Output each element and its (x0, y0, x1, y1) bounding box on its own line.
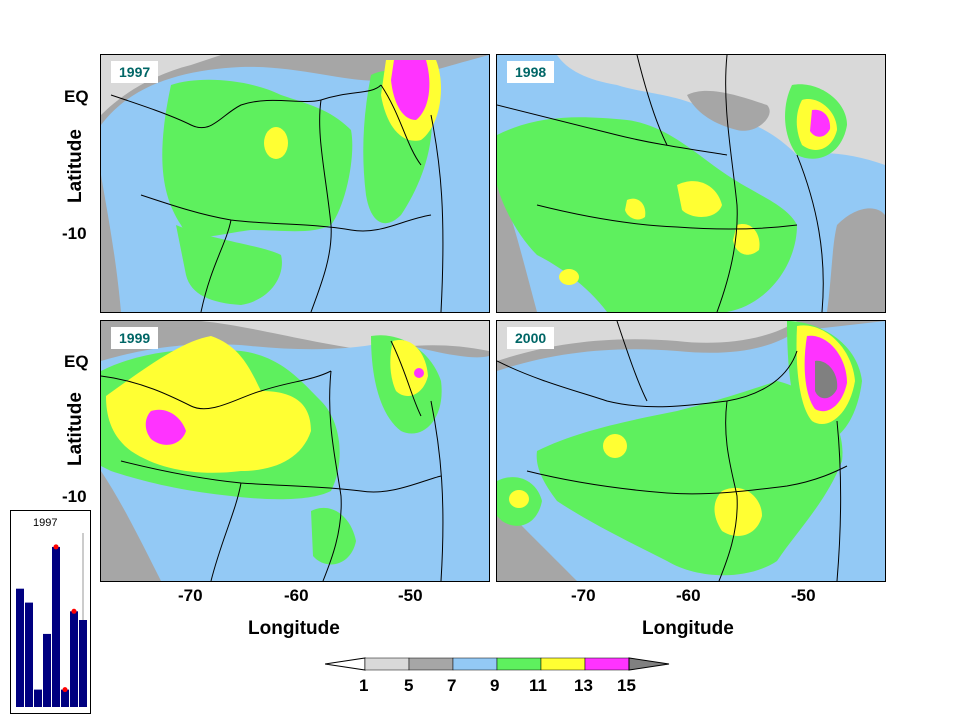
lat-tick-minus10-bottom: -10 (62, 487, 87, 506)
lat-tick-minus10-top: -10 (62, 224, 87, 243)
panel-year-label: 1997 (111, 61, 159, 83)
lon-tick-50-left: -50 (398, 586, 423, 605)
map-panel-1997: 1997 (100, 54, 490, 313)
inset-bar (16, 588, 24, 707)
colorbar-segment (540, 657, 586, 671)
inset-marker (71, 608, 77, 614)
inset-bar (61, 689, 69, 707)
colorbar-segment (452, 657, 498, 671)
panel-year-label: 1999 (111, 327, 159, 349)
map-2000 (497, 321, 885, 581)
map-1999 (101, 321, 489, 581)
inset-year-label: 1997 (33, 517, 58, 529)
map-1997 (101, 55, 489, 312)
colorbar-segment (408, 657, 454, 671)
colorbar-segment (584, 657, 630, 671)
panel-year-label: 2000 (507, 327, 555, 349)
inset-bar (43, 633, 51, 707)
lon-tick-70-right: -70 (571, 586, 596, 605)
inset-bar (25, 602, 33, 707)
panel-year-label: 1998 (507, 61, 555, 83)
colorbar-segment (364, 657, 410, 671)
colorbar-right-arrow (628, 657, 670, 671)
lon-axis-title-right: Longitude (642, 618, 734, 639)
inset-bar (34, 689, 42, 707)
inset-marker (53, 544, 59, 550)
inset-bar-chart: 1997 (10, 510, 91, 714)
map-panel-2000: 2000 (496, 320, 886, 582)
map-1998 (497, 55, 885, 312)
map-panel-1998: 1998 (496, 54, 886, 313)
lon-tick-60-right: -60 (676, 586, 701, 605)
lon-tick-70-left: -70 (178, 586, 203, 605)
map-panel-1999: 1999 (100, 320, 490, 582)
colorbar-left-arrow (325, 657, 366, 671)
inset-bars (16, 533, 87, 707)
inset-bar (79, 620, 87, 707)
colorbar-label-9: 9 (490, 676, 500, 695)
lat-tick-eq-bottom: EQ (64, 352, 89, 371)
lat-axis-title-bottom: Latitude (65, 392, 86, 466)
lat-axis-title-top: Latitude (65, 129, 86, 203)
colorbar-label-11: 11 (529, 676, 547, 695)
lon-axis-title-left: Longitude (248, 618, 340, 639)
lon-tick-50-right: -50 (791, 586, 816, 605)
lon-tick-60-left: -60 (284, 586, 309, 605)
colorbar (325, 657, 670, 671)
colorbar-label-13: 13 (574, 676, 593, 695)
lat-tick-eq-top: EQ (64, 87, 89, 106)
inset-marker (62, 687, 68, 693)
inset-bar (52, 546, 60, 707)
colorbar-label-5: 5 (404, 676, 414, 695)
colorbar-segment (496, 657, 542, 671)
colorbar-label-15: 15 (617, 676, 636, 695)
colorbar-label-7: 7 (447, 676, 457, 695)
inset-bar (70, 611, 78, 707)
colorbar-label-1: 1 (359, 676, 369, 695)
